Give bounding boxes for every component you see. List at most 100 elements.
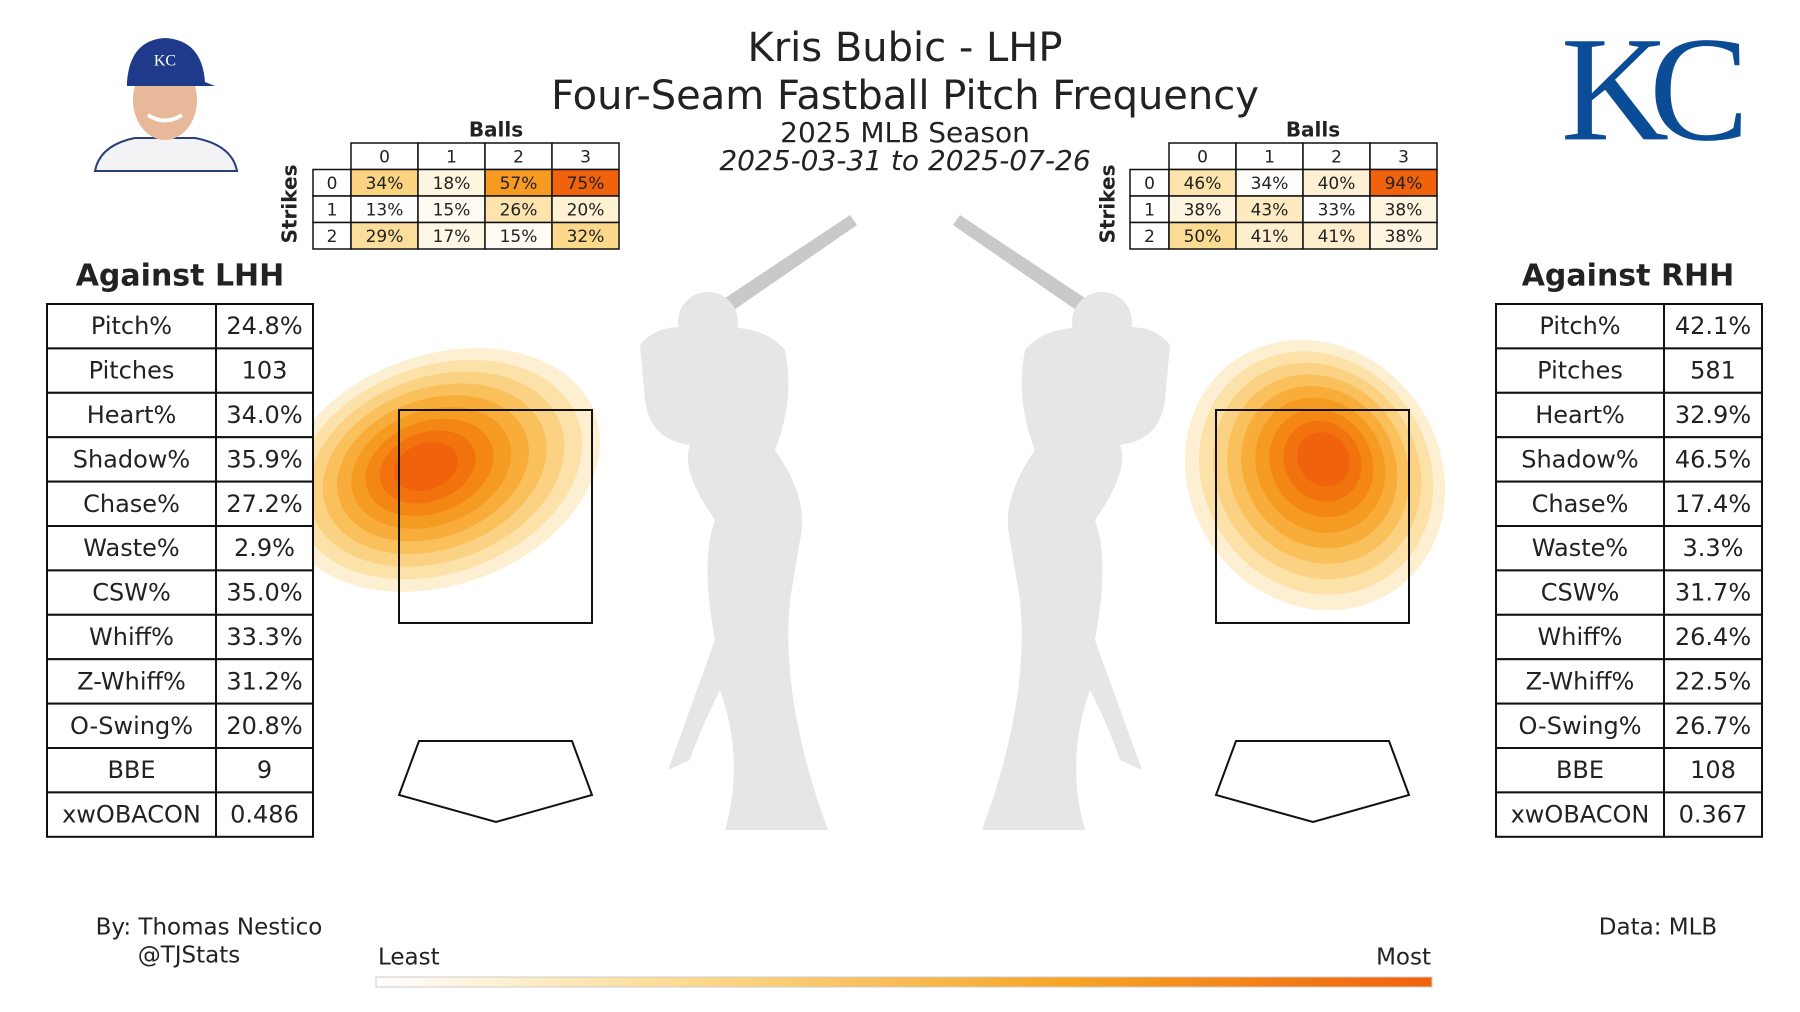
- stat-name: CSW%: [1541, 579, 1620, 607]
- date-range: 2025-03-31 to 2025-07-26: [719, 144, 1090, 177]
- count-label: 26%: [500, 200, 538, 220]
- table-cell: [1495, 613, 1665, 661]
- stat-name: Pitch%: [91, 312, 172, 340]
- count-label: 34%: [366, 174, 404, 194]
- stat-value: 108: [1690, 756, 1736, 784]
- stat-value: 103: [242, 357, 288, 385]
- balls-header: 1: [1264, 147, 1275, 167]
- author: By: Thomas Nestico: [96, 915, 323, 941]
- stat-name: BBE: [1556, 756, 1604, 784]
- strikes-header: 0: [327, 174, 338, 194]
- count-label: 40%: [1318, 174, 1356, 194]
- grid-cell: [312, 221, 352, 250]
- table-cell: [1663, 480, 1763, 528]
- balls-header: 2: [513, 147, 524, 167]
- table-cell: [1495, 747, 1665, 794]
- table-cell: [46, 525, 217, 572]
- handle: @TJStats: [138, 943, 241, 969]
- stat-value: 9: [257, 756, 272, 784]
- table-title: Against LHH: [76, 259, 285, 294]
- count-cell: [350, 195, 419, 224]
- table-cell: [1663, 525, 1763, 572]
- count-label: 75%: [567, 174, 605, 194]
- batter-left: [640, 215, 857, 830]
- table-cell: [46, 480, 217, 528]
- table-cell: [1495, 436, 1665, 483]
- strikes-header: 2: [327, 227, 338, 247]
- stat-name: Whiff%: [1538, 623, 1623, 651]
- count-cell: [350, 221, 419, 250]
- balls-header: 2: [1331, 147, 1342, 167]
- stat-name: Waste%: [83, 534, 179, 562]
- strikes-label: Strikes: [278, 164, 302, 243]
- stat-value: 0.486: [230, 801, 299, 829]
- count-label: 41%: [1251, 227, 1289, 247]
- count-label: 57%: [500, 174, 538, 194]
- stat-name: Pitch%: [1539, 312, 1620, 340]
- count-cell: [417, 221, 486, 250]
- table-title: Against RHH: [1522, 259, 1735, 294]
- table-cell: [215, 791, 314, 838]
- stat-value: 34.0%: [226, 401, 302, 429]
- table-cell: [1663, 613, 1763, 661]
- stat-value: 0.367: [1679, 801, 1748, 829]
- count-cell: [1168, 168, 1237, 197]
- table-cell: [1663, 747, 1763, 794]
- count-label: 18%: [433, 174, 471, 194]
- strike-zone: [1215, 409, 1410, 624]
- count-label: 20%: [567, 200, 605, 220]
- count-label: 94%: [1385, 174, 1423, 194]
- table-cell: [46, 569, 217, 616]
- table-cell: [215, 391, 314, 439]
- count-cell: [1235, 195, 1304, 224]
- stat-name: Z-Whiff%: [77, 667, 186, 695]
- stat-name: Heart%: [1535, 401, 1625, 429]
- count-cell: [417, 168, 486, 197]
- count-label: 15%: [500, 227, 538, 247]
- count-label: 43%: [1251, 200, 1289, 220]
- subtitle: Four-Seam Fastball Pitch Frequency: [551, 73, 1259, 119]
- stat-value: 3.3%: [1683, 534, 1744, 562]
- table-cell: [1663, 569, 1763, 616]
- grid-cell: [1235, 142, 1304, 171]
- strikes-header: 2: [1144, 227, 1155, 247]
- balls-header: 0: [379, 147, 390, 167]
- table-cell: [46, 303, 217, 350]
- stat-name: Heart%: [87, 401, 177, 429]
- strikes-header: 1: [1144, 200, 1155, 220]
- density-plots: [280, 339, 1446, 611]
- source: Data: MLB: [1599, 915, 1717, 941]
- count-cell: [484, 221, 553, 250]
- table-cell: [1495, 303, 1665, 350]
- home-plate: [1214, 740, 1411, 824]
- table-cell: [46, 791, 217, 838]
- table-cell: [215, 436, 314, 483]
- batter-silhouettes: [640, 215, 1170, 830]
- count-cell: [551, 221, 620, 250]
- home-plate: [397, 740, 594, 824]
- table-cell: [46, 436, 217, 483]
- stat-name: Pitches: [1537, 357, 1623, 385]
- stat-name: xwOBACON: [62, 801, 201, 829]
- stat-value: 35.9%: [226, 445, 302, 473]
- count-label: 46%: [1184, 174, 1222, 194]
- table-cell: [1495, 480, 1665, 528]
- stat-value: 31.7%: [1675, 579, 1751, 607]
- table-cell: [215, 525, 314, 572]
- stat-value: 33.3%: [226, 623, 302, 651]
- table-cell: [1495, 525, 1665, 572]
- table-cell: [1663, 791, 1763, 838]
- count-cell: [1168, 195, 1237, 224]
- count-label: 33%: [1318, 200, 1356, 220]
- title: Kris Bubic - LHP: [748, 25, 1063, 71]
- table-cell: [215, 303, 314, 350]
- count-label: 50%: [1184, 227, 1222, 247]
- count-cell: [1302, 195, 1371, 224]
- table-cell: [1495, 658, 1665, 705]
- balls-header: 0: [1197, 147, 1208, 167]
- balls-header: 3: [580, 147, 591, 167]
- count-label: 38%: [1184, 200, 1222, 220]
- strike-zone: [398, 409, 593, 624]
- colorbar: [375, 976, 1433, 988]
